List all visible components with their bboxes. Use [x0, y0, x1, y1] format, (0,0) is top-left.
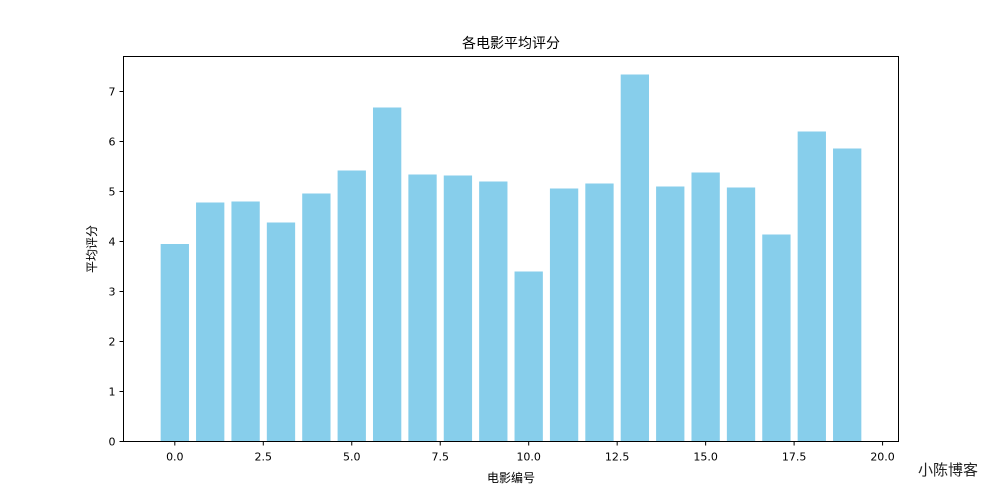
x-tick-label: 12.5 [605, 451, 630, 464]
bar-19 [833, 148, 862, 442]
plot-frame [123, 56, 899, 442]
bar-3 [266, 222, 296, 442]
x-tick-label: 0.0 [166, 451, 184, 464]
bar-4 [302, 193, 331, 442]
x-tick-label: 10.0 [516, 451, 541, 464]
bar-11 [549, 188, 579, 442]
x-tick-label: 7.5 [431, 451, 449, 464]
bar-1 [196, 202, 225, 442]
y-tick-label: 1 [109, 386, 116, 399]
y-axis-ticks: 0 1 2 3 4 5 6 7 [109, 86, 124, 449]
x-tick-label: 20.0 [870, 451, 895, 464]
bar-14 [656, 186, 685, 442]
bar-0 [160, 244, 189, 442]
y-tick-label: 3 [109, 286, 116, 299]
bar-7 [408, 174, 437, 442]
y-tick-label: 0 [109, 436, 116, 449]
x-axis-ticks: 0.0 2.5 5.0 7.5 10.0 12.5 15.0 17.5 20.0 [166, 441, 895, 464]
y-tick-label: 5 [109, 186, 116, 199]
x-tick-label: 2.5 [255, 451, 273, 464]
x-tick-label: 5.0 [343, 451, 361, 464]
y-tick-label: 7 [109, 86, 116, 99]
y-tick-label: 4 [109, 236, 116, 249]
bar-5 [337, 170, 366, 442]
bar-15 [691, 172, 720, 442]
bar-13 [620, 74, 650, 442]
y-axis-label: 平均评分 [85, 225, 99, 273]
bar-17 [762, 234, 791, 442]
x-axis-label: 电影编号 [487, 470, 535, 485]
bar-18 [797, 131, 826, 442]
bar-6 [372, 107, 402, 442]
bar-8 [443, 175, 473, 442]
y-tick-label: 2 [109, 336, 116, 349]
x-tick-label: 17.5 [782, 451, 807, 464]
bar-10 [514, 271, 543, 442]
bar-2 [231, 201, 260, 442]
bar-12 [585, 183, 614, 442]
bars-group [160, 74, 862, 442]
watermark-text: 小陈博客 [917, 461, 978, 479]
chart-title: 各电影平均评分 [462, 36, 560, 52]
y-tick-label: 6 [109, 136, 116, 149]
x-tick-label: 15.0 [693, 451, 718, 464]
bar-9 [479, 181, 508, 442]
bar-16 [726, 187, 756, 442]
